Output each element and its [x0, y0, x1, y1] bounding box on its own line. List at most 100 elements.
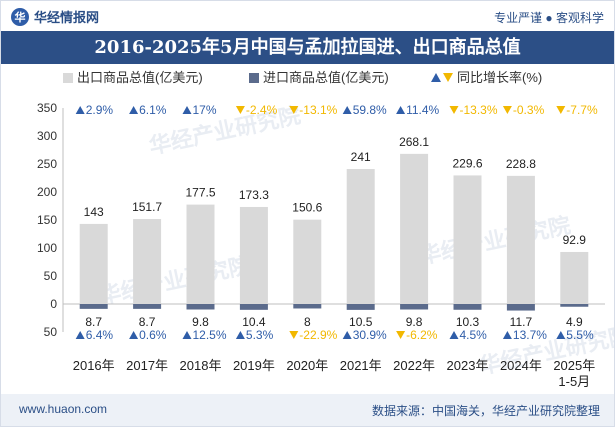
import-bar [293, 304, 322, 309]
chart-title: 2016-2025年5月中国与孟加拉国进、出口商品总值 [1, 31, 614, 64]
legend-label-import: 进口商品总值(亿美元) [263, 70, 389, 85]
export-bar [560, 251, 589, 304]
import-bar [186, 304, 215, 310]
import-bar [133, 304, 162, 309]
import-growth-up-icon [182, 331, 192, 339]
export-value-label: 92.9 [563, 233, 587, 247]
import-growth-label: 13.7% [513, 328, 547, 342]
y-tick-label: 100 [37, 241, 57, 255]
y-tick-label: 250 [37, 157, 57, 171]
export-value-label: 150.6 [292, 201, 322, 215]
export-growth-label: -13.1% [299, 103, 337, 117]
import-bar [560, 304, 589, 307]
x-tick-label: 2020年 [286, 358, 328, 373]
x-tick-label: 2017年 [126, 358, 168, 373]
export-value-label: 143 [84, 205, 104, 219]
x-tick-label-line: 2023年 [447, 358, 489, 373]
export-value-label: 229.6 [452, 156, 482, 170]
import-value-label: 9.8 [406, 315, 423, 329]
x-tick-label-line: 2024年 [500, 358, 542, 373]
import-growth-up-icon [235, 331, 245, 339]
watermark-1: 华经产业研究院 [417, 212, 573, 268]
import-growth-label: 0.6% [139, 328, 167, 342]
import-value-label: 8.7 [139, 315, 156, 329]
import-growth-label: 4.5% [460, 328, 488, 342]
export-bar [239, 206, 268, 304]
brand-logo-icon: 华 [11, 7, 29, 26]
import-growth-up-icon [556, 331, 566, 339]
import-growth-label: 30.9% [353, 328, 387, 342]
x-tick-label-line: 2019年 [233, 358, 275, 373]
export-value-label: 228.8 [506, 157, 536, 171]
footer-url[interactable]: www.huaon.com [19, 402, 108, 416]
import-growth-label: 5.5% [566, 328, 594, 342]
y-tick-label: 50 [44, 325, 58, 339]
brand[interactable]: 华 华经情报网 [11, 7, 99, 26]
x-tick-label-line: 2022年 [393, 358, 435, 373]
export-growth-label: 59.8% [353, 103, 387, 117]
brand-name: 华经情报网 [34, 10, 100, 25]
x-tick-label: 2023年 [447, 358, 489, 373]
watermark-2: 华经产业研究院 [97, 252, 253, 308]
chart-area: 华经产业研究院 华经产业研究院 华经产业研究院 华经产业研究院 出口商品总值(亿美元) 进… [1, 64, 615, 394]
footer: www.huaon.com 数据来源：中国海关，华经产业研究院整理 [1, 394, 614, 426]
legend-swatch-import [249, 73, 259, 83]
import-bar [400, 304, 429, 310]
export-bar [506, 175, 535, 304]
legend-down-triangle-icon [443, 73, 453, 82]
import-value-label: 8.7 [85, 315, 102, 329]
export-growth-label: -2.4% [246, 103, 278, 117]
x-tick-label-line: 1-5月 [558, 374, 590, 389]
x-tick-label: 2022年 [393, 358, 435, 373]
export-growth-label: -13.3% [460, 103, 498, 117]
export-growth-label: 17% [193, 103, 217, 117]
x-tick-label-line: 2025年 [553, 358, 595, 373]
import-value-label: 10.4 [242, 315, 266, 329]
import-bar [346, 304, 375, 310]
import-bar [453, 304, 482, 310]
import-bar [506, 304, 535, 311]
y-tick-label: 150 [37, 213, 57, 227]
import-value-label: 9.8 [192, 315, 209, 329]
export-growth-label: 2.9% [86, 103, 114, 117]
legend-label-growth: 同比增长率(%) [457, 70, 542, 85]
import-growth-up-icon [342, 331, 352, 339]
x-tick-label-line: 2016年 [73, 358, 115, 373]
export-growth-up-icon [182, 106, 192, 114]
footer-source: 数据来源：中国海关，华经产业研究院整理 [371, 404, 600, 418]
export-growth-down-icon [502, 106, 512, 114]
export-bar [133, 219, 162, 304]
export-growth-label: 6.1% [139, 103, 167, 117]
import-value-label: 10.3 [456, 315, 480, 329]
x-tick-label: 2019年 [233, 358, 275, 373]
import-growth-label: 5.3% [246, 328, 274, 342]
legend-swatch-export [63, 73, 73, 83]
x-tick-label-line: 2018年 [180, 358, 222, 373]
export-bar [186, 204, 215, 304]
legend-up-triangle-icon [431, 73, 441, 82]
export-growth-down-icon [449, 106, 459, 114]
x-tick-label-line: 2017年 [126, 358, 168, 373]
export-growth-up-icon [342, 106, 352, 114]
x-tick-label-line: 2021年 [340, 358, 382, 373]
y-tick-label: 0 [50, 297, 57, 311]
export-bar [346, 169, 375, 304]
import-value-label: 4.9 [566, 315, 583, 329]
x-tick-label: 2024年 [500, 358, 542, 373]
import-growth-label: 6.4% [86, 328, 114, 342]
export-value-label: 151.7 [132, 200, 162, 214]
y-tick-label: 50 [44, 269, 58, 283]
export-growth-label: 11.4% [406, 103, 439, 117]
export-value-label: 241 [351, 150, 371, 164]
export-bar [79, 223, 108, 304]
legend-label-export: 出口商品总值(亿美元) [77, 70, 203, 85]
export-growth-down-icon [289, 106, 299, 114]
export-growth-down-icon [235, 106, 245, 114]
export-bar [453, 175, 482, 304]
import-growth-up-icon [129, 331, 139, 339]
import-growth-down-icon [289, 331, 299, 339]
export-bar [293, 219, 322, 304]
y-tick-label: 350 [37, 101, 57, 115]
import-bar [79, 304, 108, 309]
